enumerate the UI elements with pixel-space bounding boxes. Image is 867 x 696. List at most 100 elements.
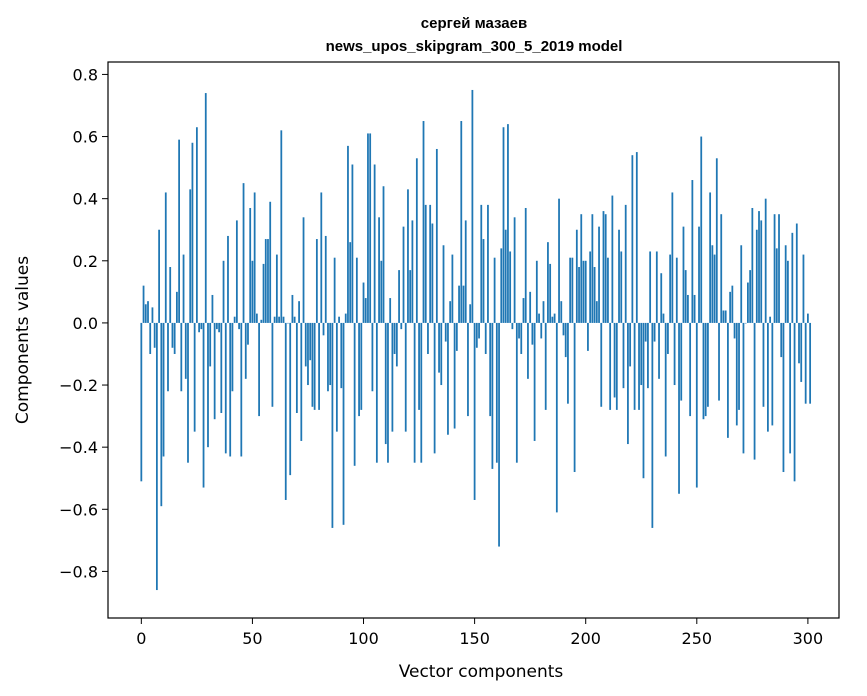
bar-263 <box>724 310 727 323</box>
bar-285 <box>773 214 776 323</box>
bar-252 <box>700 136 703 323</box>
bar-79 <box>315 239 318 323</box>
bar-217 <box>622 322 625 389</box>
bar-241 <box>675 257 678 323</box>
bar-102 <box>367 133 369 323</box>
bar-198 <box>580 214 583 323</box>
bar-231 <box>653 322 656 342</box>
y-tick-label: −0.6 <box>59 500 98 519</box>
bar-108 <box>380 260 383 323</box>
bar-125 <box>418 322 420 410</box>
bar-211 <box>609 322 612 410</box>
bar-202 <box>589 251 592 323</box>
bar-51 <box>253 192 256 323</box>
bar-246 <box>687 294 689 323</box>
bar-230 <box>651 322 654 528</box>
bar-208 <box>602 211 605 323</box>
bar-70 <box>295 322 298 413</box>
bar-137 <box>444 322 447 342</box>
bar-168 <box>513 217 516 323</box>
bar-22 <box>189 189 192 323</box>
bar-114 <box>393 322 396 354</box>
y-tick-label: −0.4 <box>59 438 98 457</box>
bar-170 <box>518 322 520 339</box>
bar-8 <box>158 229 160 323</box>
x-tick-label: 150 <box>459 629 490 648</box>
bar-187 <box>555 322 558 513</box>
bar-69 <box>293 316 296 323</box>
bar-275 <box>751 207 754 323</box>
bar-145 <box>462 285 465 323</box>
bar-188 <box>558 198 560 323</box>
bar-212 <box>611 195 614 323</box>
bar-78 <box>313 322 316 410</box>
bar-41 <box>231 322 234 392</box>
bar-62 <box>278 316 280 323</box>
x-tick-label: 200 <box>570 629 601 648</box>
bar-209 <box>604 214 607 323</box>
bar-196 <box>575 229 578 323</box>
bar-136 <box>442 245 445 323</box>
bar-103 <box>369 133 372 323</box>
bar-222 <box>633 322 636 410</box>
bar-93 <box>347 145 349 323</box>
bar-11 <box>164 192 167 323</box>
bar-56 <box>264 239 267 323</box>
bar-50 <box>251 260 254 323</box>
bar-129 <box>427 322 429 354</box>
bar-99 <box>360 322 363 410</box>
y-axis-ticks: −0.8 −0.6 −0.4 −0.2 0.0 0.2 0.4 0.6 0.8 <box>59 65 108 581</box>
bar-225 <box>640 322 643 386</box>
bar-38 <box>224 322 227 454</box>
bar-269 <box>738 322 740 410</box>
bar-247 <box>689 322 692 417</box>
bar-10 <box>162 322 165 457</box>
bar-283 <box>769 316 772 323</box>
bar-226 <box>642 322 645 479</box>
bar-143 <box>458 285 460 323</box>
bar-28 <box>202 322 205 488</box>
x-tick-label: 0 <box>136 629 146 648</box>
bar-71 <box>298 301 300 323</box>
bar-112 <box>389 298 392 323</box>
bar-261 <box>720 214 723 323</box>
bar-44 <box>238 322 240 330</box>
bar-73 <box>302 217 305 323</box>
bar-266 <box>731 285 734 323</box>
bar-173 <box>524 207 527 323</box>
bar-282 <box>767 322 769 432</box>
bar-178 <box>535 260 538 323</box>
bar-262 <box>722 310 725 323</box>
bar-25 <box>195 127 198 323</box>
bar-144 <box>460 121 463 323</box>
bar-14 <box>171 322 174 348</box>
bar-229 <box>649 251 652 323</box>
bar-163 <box>502 127 505 323</box>
bar-153 <box>480 204 483 323</box>
bar-213 <box>613 322 616 398</box>
bar-191 <box>564 322 567 358</box>
bar-273 <box>747 282 749 323</box>
bar-142 <box>455 322 458 351</box>
chart-title: сергей мазаев <box>421 15 527 32</box>
y-tick-label: 0.4 <box>73 190 98 209</box>
bar-49 <box>249 207 252 323</box>
y-tick-label: 0.8 <box>73 65 98 84</box>
bar-74 <box>304 322 307 367</box>
bar-219 <box>627 322 629 445</box>
bar-64 <box>282 316 285 323</box>
bar-72 <box>300 322 303 441</box>
bar-236 <box>664 322 667 457</box>
bar-3 <box>147 301 149 323</box>
bar-18 <box>180 322 183 392</box>
bar-184 <box>549 263 552 323</box>
bar-107 <box>378 217 380 323</box>
bar-57 <box>267 239 269 323</box>
bar-43 <box>235 220 238 323</box>
bar-204 <box>593 267 596 323</box>
bar-37 <box>222 260 225 323</box>
bar-86 <box>331 322 334 528</box>
bar-176 <box>531 322 534 345</box>
bar-244 <box>682 226 685 323</box>
bar-45 <box>240 322 243 457</box>
